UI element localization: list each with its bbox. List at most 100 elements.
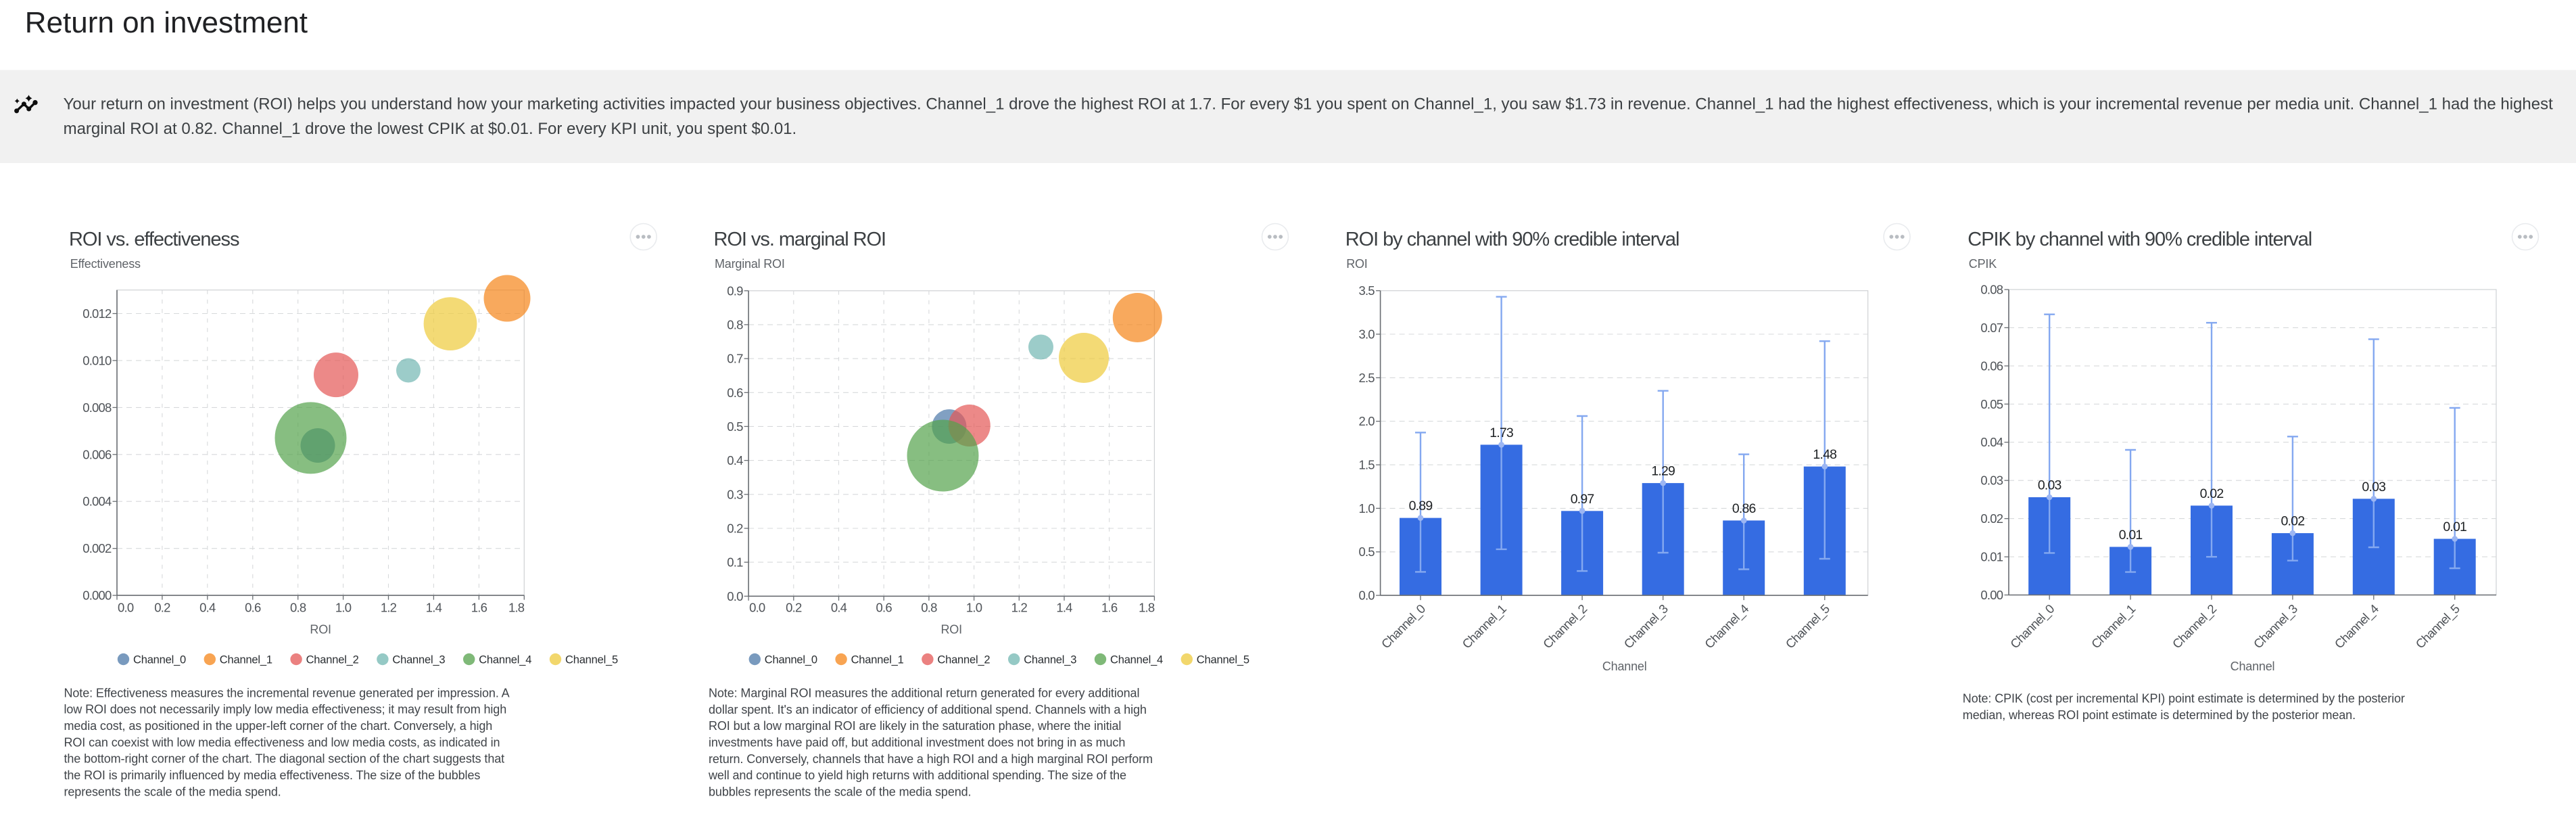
svg-text:0.2: 0.2	[154, 601, 170, 615]
svg-text:0.000: 0.000	[82, 589, 112, 603]
svg-text:Marginal ROI: Marginal ROI	[715, 257, 785, 271]
svg-text:well and continue to yield hig: well and continue to yield high returns …	[708, 768, 1126, 782]
svg-text:Note: CPIK (cost per increment: Note: CPIK (cost per incremental KPI) po…	[1963, 692, 2405, 706]
svg-text:0.008: 0.008	[82, 400, 112, 415]
svg-text:1.8: 1.8	[1139, 601, 1155, 615]
svg-text:Return on investment: Return on investment	[25, 6, 308, 39]
svg-text:1.4: 1.4	[1056, 601, 1072, 615]
svg-text:0.89: 0.89	[1409, 499, 1433, 513]
svg-text:0.2: 0.2	[786, 601, 802, 615]
svg-text:represents the scale of the me: represents the scale of the media spend.	[64, 785, 281, 798]
svg-text:dollar spent. It's an indicato: dollar spent. It's an indicator of effic…	[709, 703, 1147, 716]
svg-text:1.5: 1.5	[1358, 458, 1375, 472]
svg-text:Channel_0: Channel_0	[765, 653, 817, 666]
svg-text:1.29: 1.29	[1651, 464, 1675, 479]
svg-text:1.73: 1.73	[1489, 426, 1513, 440]
svg-text:Channel_5: Channel_5	[1197, 653, 1249, 666]
svg-text:Channel_1: Channel_1	[851, 653, 904, 666]
svg-text:Channel_1: Channel_1	[220, 653, 272, 666]
svg-text:0.05: 0.05	[1980, 397, 2003, 411]
svg-text:the bottom-right corner of the: the bottom-right corner of the chart. Th…	[64, 752, 505, 766]
svg-text:0.02: 0.02	[1980, 511, 2003, 526]
svg-text:0.4: 0.4	[727, 453, 743, 467]
svg-text:0.0: 0.0	[118, 601, 134, 615]
svg-text:0.8: 0.8	[290, 601, 306, 615]
svg-text:bubbles represents the scale o: bubbles represents the scale of the medi…	[709, 785, 971, 799]
svg-text:0.004: 0.004	[82, 495, 112, 509]
svg-text:CPIK: CPIK	[1969, 257, 1997, 271]
svg-text:0.5: 0.5	[727, 419, 743, 434]
svg-text:1.6: 1.6	[1101, 601, 1118, 615]
svg-text:3.0: 3.0	[1358, 327, 1375, 342]
svg-text:ROI vs. marginal ROI: ROI vs. marginal ROI	[714, 229, 886, 250]
svg-text:0.01: 0.01	[1980, 550, 2003, 564]
svg-text:0.01: 0.01	[2119, 528, 2143, 543]
svg-text:0.4: 0.4	[831, 601, 847, 615]
svg-text:0.02: 0.02	[2281, 514, 2305, 529]
svg-text:0.97: 0.97	[1571, 492, 1594, 507]
svg-text:0.9: 0.9	[727, 283, 743, 298]
svg-text:0.3: 0.3	[727, 487, 743, 501]
svg-text:Note: Effectiveness measures t: Note: Effectiveness measures the increme…	[64, 686, 510, 699]
svg-text:Channel: Channel	[2231, 660, 2275, 673]
svg-text:1.0: 1.0	[966, 601, 982, 615]
svg-text:0.04: 0.04	[1980, 435, 2003, 449]
svg-text:2.5: 2.5	[1358, 371, 1375, 385]
svg-text:0.86: 0.86	[1732, 501, 1756, 516]
svg-text:0.08: 0.08	[1980, 283, 2003, 297]
svg-text:ROI but a low marginal ROI are: ROI but a low marginal ROI are likely in…	[709, 719, 1121, 733]
svg-text:Channel: Channel	[1602, 660, 1647, 673]
svg-text:0.03: 0.03	[2362, 480, 2385, 495]
svg-text:0.6: 0.6	[876, 601, 892, 615]
svg-text:2.0: 2.0	[1358, 414, 1375, 428]
svg-text:0.06: 0.06	[1980, 359, 2003, 373]
svg-text:Channel_2: Channel_2	[937, 653, 990, 666]
svg-text:0.010: 0.010	[82, 353, 112, 367]
svg-text:0.6: 0.6	[727, 386, 743, 400]
svg-text:0.07: 0.07	[1980, 321, 2003, 335]
svg-text:CPIK by channel with 90% credi: CPIK by channel with 90% credible interv…	[1967, 229, 2312, 250]
svg-text:ROI can coexist with low media: ROI can coexist with low media effective…	[64, 735, 500, 749]
svg-text:0.0: 0.0	[749, 601, 765, 615]
svg-text:1.0: 1.0	[1358, 501, 1375, 515]
svg-text:0.8: 0.8	[921, 601, 937, 615]
svg-text:Note: Marginal ROI measures th: Note: Marginal ROI measures the addition…	[709, 686, 1139, 699]
svg-text:0.03: 0.03	[1980, 474, 2003, 488]
svg-text:0.02: 0.02	[2200, 486, 2224, 501]
svg-text:low ROI does not necessarily i: low ROI does not necessarily imply low m…	[64, 703, 507, 716]
svg-text:3.5: 3.5	[1358, 283, 1375, 298]
svg-text:Channel_0: Channel_0	[133, 653, 186, 666]
svg-text:0.8: 0.8	[727, 317, 743, 331]
svg-text:ROI by channel with 90% credib: ROI by channel with 90% credible interva…	[1345, 229, 1679, 250]
svg-text:0.01: 0.01	[2443, 520, 2466, 534]
svg-text:0.00: 0.00	[1980, 588, 2003, 602]
svg-text:the ROI is primarily influence: the ROI is primarily influenced by media…	[64, 768, 481, 782]
svg-text:median, whereas ROI point esti: median, whereas ROI point estimate is de…	[1963, 708, 2356, 722]
svg-text:Effectiveness: Effectiveness	[70, 257, 141, 271]
svg-text:1.2: 1.2	[381, 601, 397, 615]
svg-text:0.7: 0.7	[727, 352, 743, 366]
svg-text:0.6: 0.6	[245, 601, 261, 615]
svg-text:Channel_2: Channel_2	[306, 653, 359, 666]
svg-text:media cost, as positioned in t: media cost, as positioned in the upper-l…	[64, 719, 493, 733]
svg-text:investments have paid off, but: investments have paid off, but additiona…	[709, 736, 1125, 750]
svg-text:0.0: 0.0	[1358, 589, 1375, 603]
svg-text:marginal ROI at 0.82. Channel_: marginal ROI at 0.82. Channel_1 drove th…	[64, 120, 797, 138]
svg-text:1.2: 1.2	[1011, 601, 1028, 615]
svg-text:0.002: 0.002	[82, 541, 112, 555]
svg-text:1.4: 1.4	[426, 601, 442, 615]
svg-text:0.1: 0.1	[727, 555, 743, 570]
svg-text:ROI: ROI	[1346, 257, 1367, 271]
svg-text:Channel_5: Channel_5	[565, 653, 618, 666]
svg-text:ROI vs. effectiveness: ROI vs. effectiveness	[69, 229, 239, 250]
svg-text:0.006: 0.006	[82, 447, 112, 461]
svg-text:0.2: 0.2	[727, 522, 743, 536]
svg-text:1.0: 1.0	[335, 601, 352, 615]
svg-text:ROI: ROI	[940, 622, 961, 636]
svg-text:0.4: 0.4	[199, 601, 216, 615]
svg-text:Your return on investment (ROI: Your return on investment (ROI) helps yo…	[64, 95, 2553, 114]
svg-text:Channel_3: Channel_3	[1024, 653, 1076, 666]
svg-text:0.03: 0.03	[2038, 478, 2061, 493]
svg-text:return. Conversely, channels t: return. Conversely, channels that have a…	[709, 752, 1153, 766]
svg-text:0.0: 0.0	[727, 589, 743, 603]
